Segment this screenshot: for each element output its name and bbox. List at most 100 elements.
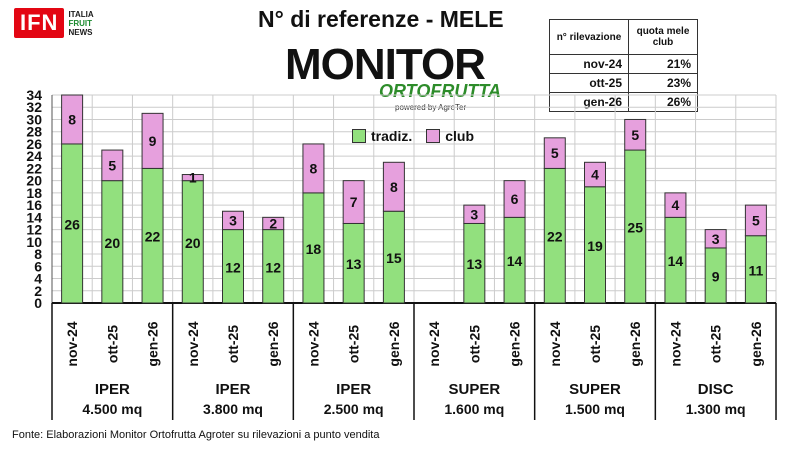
bar-label-club: 8 <box>68 111 76 127</box>
x-tick-label: gen-26 <box>265 321 281 366</box>
bar-label-tradiz: 14 <box>668 253 684 269</box>
y-tick-label: 24 <box>26 148 42 164</box>
group-name-label: IPER <box>336 381 371 398</box>
bar-club <box>463 204 486 224</box>
brand-main: MONITOR <box>285 40 486 89</box>
y-tick-label: 4 <box>34 271 42 287</box>
bar-club <box>382 161 405 212</box>
bar-label-tradiz: 15 <box>386 250 402 266</box>
bar-club <box>543 137 566 169</box>
y-tick-label: 10 <box>26 234 42 250</box>
logo-line-1: ITALIA <box>68 9 94 19</box>
bar-label-tradiz: 13 <box>467 256 483 272</box>
quota-period: nov-24 <box>549 54 629 74</box>
quota-header-period: n° rilevazione <box>549 19 629 55</box>
x-tick-label: gen-26 <box>627 321 643 366</box>
x-tick-label: gen-26 <box>507 321 523 366</box>
bar-club <box>704 229 727 249</box>
bar-label-club: 8 <box>310 160 318 176</box>
group-name-label: IPER <box>215 381 250 398</box>
bar-club <box>302 143 325 194</box>
bar-label-club: 3 <box>712 231 720 247</box>
x-tick-label: ott-25 <box>346 325 362 363</box>
bar-club <box>744 204 767 237</box>
bar-label-tradiz: 12 <box>265 259 281 275</box>
y-tick-label: 28 <box>26 124 42 140</box>
x-tick-label: nov-24 <box>667 321 683 366</box>
bar-label-tradiz: 25 <box>627 220 643 236</box>
x-tick-label: nov-24 <box>426 321 442 366</box>
bar-club <box>101 149 124 182</box>
y-tick-label: 6 <box>34 258 42 274</box>
bar-label-club: 1 <box>189 170 197 186</box>
bar-club <box>584 161 606 188</box>
bar-label-club: 3 <box>470 206 478 222</box>
bar-label-club: 5 <box>551 145 559 161</box>
logo-line-3: NEWS <box>68 27 93 37</box>
y-tick-label: 22 <box>26 160 42 176</box>
ifn-logo: IFN ITALIA FRUIT NEWS <box>14 8 94 38</box>
x-tick-label: ott-25 <box>104 325 120 363</box>
bar-label-tradiz: 26 <box>64 216 80 232</box>
bar-club <box>61 94 84 145</box>
bar-label-tradiz: 12 <box>225 259 241 275</box>
y-tick-label: 14 <box>26 209 42 225</box>
legend-label-club: club <box>445 128 475 144</box>
bar-club <box>181 174 204 182</box>
y-tick-label: 34 <box>26 87 42 103</box>
x-tick-label: nov-24 <box>305 321 321 366</box>
group-name-label: DISC <box>698 381 734 398</box>
group-name-label: IPER <box>95 381 130 398</box>
x-tick-label: nov-24 <box>64 321 80 366</box>
y-tick-label: 12 <box>26 222 42 238</box>
y-tick-label: 20 <box>26 173 42 189</box>
x-tick-label: nov-24 <box>547 321 563 366</box>
bar-label-club: 7 <box>350 194 358 210</box>
y-tick-label: 30 <box>26 111 42 127</box>
legend-item-club: club <box>426 128 474 144</box>
group-size-label: 3.800 mq <box>203 401 263 417</box>
bar-club <box>624 118 647 151</box>
ifn-logo-text: ITALIA FRUIT NEWS <box>68 10 93 37</box>
brand-sub: ORTOFRUTTA <box>379 81 501 101</box>
bar-label-tradiz: 20 <box>105 235 121 251</box>
bar-label-club: 5 <box>108 157 116 173</box>
group-size-label: 2.500 mq <box>324 401 384 417</box>
source-note: Fonte: Elaborazioni Monitor Ortofrutta A… <box>12 429 380 441</box>
ifn-logo-mark: IFN <box>14 8 65 38</box>
bar-label-club: 5 <box>631 127 639 143</box>
x-tick-label: nov-24 <box>185 321 201 366</box>
x-tick-label: ott-25 <box>225 325 241 363</box>
bar-label-club: 6 <box>511 191 519 207</box>
x-tick-label: ott-25 <box>587 325 603 363</box>
y-tick-label: 8 <box>34 246 42 262</box>
bar-label-tradiz: 13 <box>346 256 362 272</box>
bar-label-tradiz: 9 <box>712 268 720 284</box>
bar-label-tradiz: 19 <box>587 238 603 254</box>
bar-club <box>262 216 285 231</box>
table-row: ott-25 23% <box>549 73 698 93</box>
bar-club <box>342 180 365 224</box>
bar-club <box>664 192 687 218</box>
legend-swatch-club <box>426 129 441 143</box>
bar-label-tradiz: 11 <box>748 262 763 278</box>
bar-label-tradiz: 22 <box>145 229 161 245</box>
group-size-label: 1.300 mq <box>686 401 746 417</box>
bar-label-tradiz: 18 <box>306 241 322 257</box>
x-tick-label: ott-25 <box>708 325 724 363</box>
x-tick-label: gen-26 <box>748 321 764 366</box>
legend-swatch-tradiz <box>352 129 366 143</box>
bar-label-club: 4 <box>591 167 599 183</box>
bar-label-tradiz: 22 <box>547 229 563 245</box>
bar-club <box>222 210 244 231</box>
y-tick-label: 18 <box>26 185 42 201</box>
quota-header-share: quota mele club <box>628 19 698 55</box>
y-tick-label: 2 <box>34 283 42 299</box>
y-tick-label: 16 <box>26 197 42 213</box>
group-size-label: 4.500 mq <box>82 401 142 417</box>
bar-label-club: 3 <box>229 212 237 228</box>
bar-label-club: 9 <box>149 133 157 149</box>
bar-label-club: 4 <box>672 197 680 213</box>
chart-title: N° di referenze - MELE <box>258 6 504 32</box>
